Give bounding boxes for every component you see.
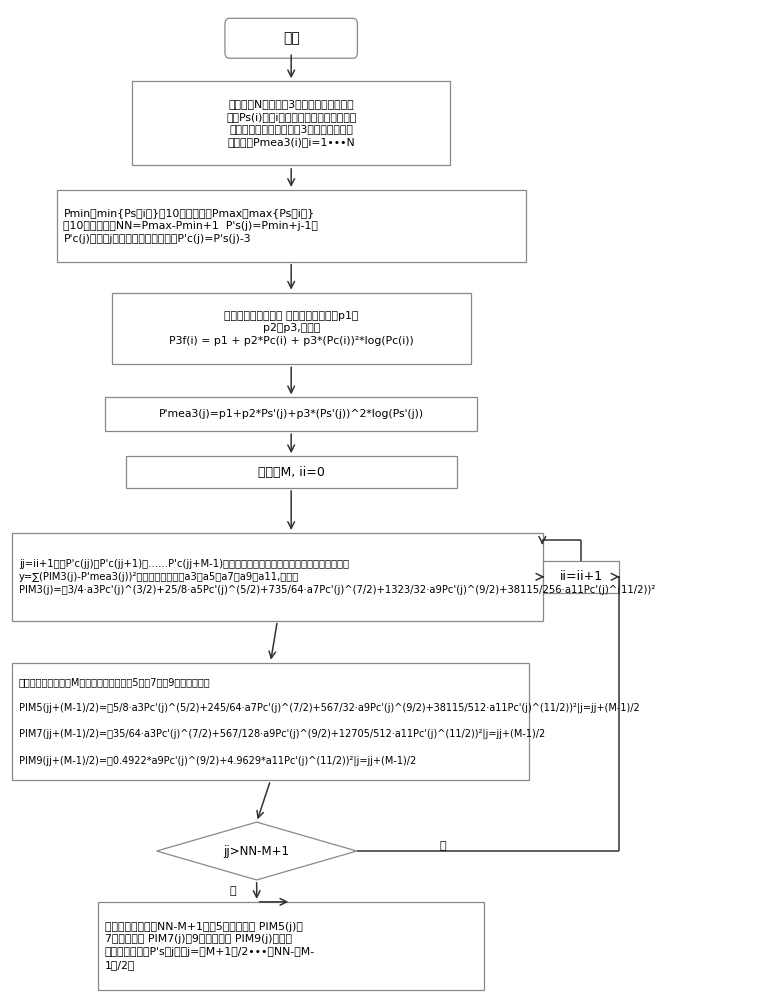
Text: jj>NN-M+1: jj>NN-M+1 <box>223 845 290 858</box>
Text: 预先给定N个功率的3阶无源互调电平测量
值，Ps(i)为第i个无源互调测量输入两路载
波信号的总功率，对应的3阶无源互调电平
测量值为Pmea3(i)，i=1•: 预先给定N个功率的3阶无源互调电平测量 值，Ps(i)为第i个无源互调测量输入两… <box>226 99 357 147</box>
Text: 初始化M, ii=0: 初始化M, ii=0 <box>257 466 325 479</box>
Bar <box>12 663 529 780</box>
Text: 结束计算，获得的NN-M+1个的5阶无源互调 PIM5(j)、
7阶无源互调 PIM7(j)和9阶无源互调 PIM9(j)，其对
应载波总功率为P's（j），j: 结束计算，获得的NN-M+1个的5阶无源互调 PIM5(j)、 7阶无源互调 P… <box>105 922 315 970</box>
Text: 否: 否 <box>440 841 447 851</box>
Text: P'mea3(j)=p1+p2*Ps'(j)+p3*(Ps'(j))^2*log(Ps'(j)): P'mea3(j)=p1+p2*Ps'(j)+p3*(Ps'(j))^2*log… <box>159 409 424 419</box>
Bar <box>12 533 543 621</box>
Bar <box>112 293 471 364</box>
Bar <box>543 561 619 593</box>
Bar <box>126 456 456 488</box>
Text: 采用确定的系数获得M个功率点的中心点的5阶、7阶和9阶无源互调值

PIM5(jj+(M-1)/2)=（5/8·a3Pc'(j)^(5/2)+245/64·a7: 采用确定的系数获得M个功率点的中心点的5阶、7阶和9阶无源互调值 PIM5(jj… <box>19 677 640 766</box>
FancyBboxPatch shape <box>225 18 357 58</box>
Text: 采用最小二乘法获得 最小时对应的系数p1，
p2、p3,其中：
P3f(i) = p1 + p2*Pc(i) + p3*(Pc(i))²*log(Pc(i)): 采用最小二乘法获得 最小时对应的系数p1， p2、p3,其中： P3f(i) =… <box>169 311 413 346</box>
Text: 开始: 开始 <box>283 31 300 45</box>
Text: jj=ii+1，取P'c(jj)，P'c(jj+1)，……P'c(jj+M-1)，及其对应的无源互调值，采用最小二乘法获得
y=∑(PIM3(j)-P'mea3: jj=ii+1，取P'c(jj)，P'c(jj+1)，……P'c(jj+M-1)… <box>19 559 655 595</box>
Polygon shape <box>157 822 357 880</box>
Bar <box>57 190 526 262</box>
Text: ii=ii+1: ii=ii+1 <box>559 570 603 583</box>
Bar <box>105 397 478 431</box>
Text: Pmin为min{Ps（i）}以10向小取整，Pmax为max{Ps（i）}
以10向大取整，NN=Pmax-Pmin+1  P's(j)=Pmin+j-1，
: Pmin为min{Ps（i）}以10向小取整，Pmax为max{Ps（i）} 以… <box>64 208 319 244</box>
Bar <box>132 81 450 165</box>
Text: 是: 是 <box>229 886 236 896</box>
Bar <box>98 902 484 990</box>
